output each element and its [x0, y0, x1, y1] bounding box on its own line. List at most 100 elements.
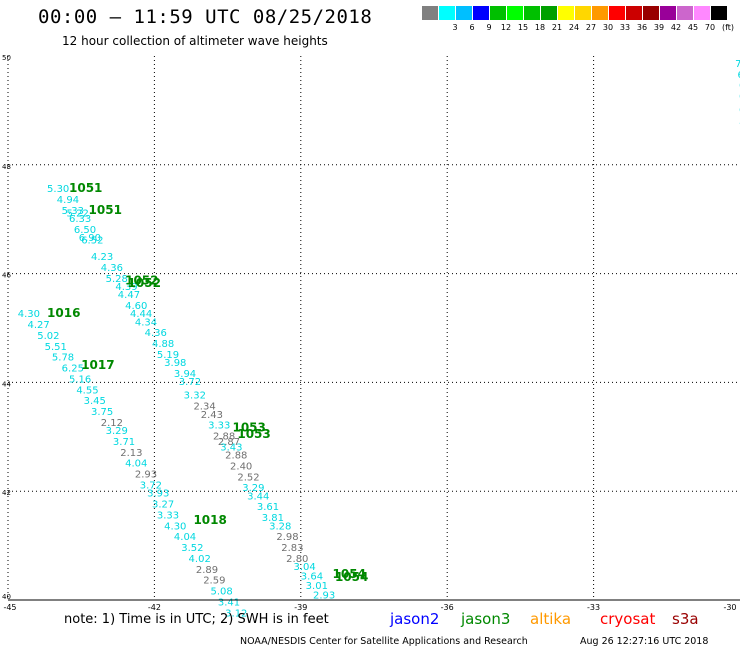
swh-value-label: 4.60 [125, 301, 147, 312]
scale-label: 9 [486, 23, 492, 32]
scale-label: 30 [602, 23, 614, 32]
pass-number-label: 1054 [333, 567, 366, 581]
pass-number-label: 1053 [237, 427, 270, 441]
swh-value-label: 2.89 [196, 565, 218, 576]
scale-swatch [490, 6, 506, 20]
scale-label: 24 [568, 23, 580, 32]
swh-value-label: 4.47 [118, 290, 140, 301]
map-axes: -45 -42 -39 -36 -33 -30 40 42 44 46 48 50 [2, 54, 740, 612]
swh-value-label: 3.32 [184, 391, 206, 402]
swh-value-label: 3.29 [242, 483, 264, 494]
swh-value-label: 5.28 [106, 274, 128, 285]
scale-label: 18 [534, 23, 546, 32]
scale-label: 15 [517, 23, 529, 32]
swh-value-label: 2.80 [286, 554, 308, 565]
swh-value-label: 3.71 [113, 437, 135, 448]
longitude-tick-label: -39 [294, 603, 307, 612]
mission-jason3: jason3 [461, 610, 511, 628]
swh-value-label: 4.04 [174, 532, 196, 543]
swh-value-label: 4.36 [101, 263, 123, 274]
swh-value-label: 2.87 [218, 437, 240, 448]
swh-value-label: 4.39 [115, 282, 137, 293]
swh-value-label: 5.51 [45, 342, 67, 353]
latitude-tick-label: 48 [2, 163, 11, 171]
map-title: 00:00 – 11:59 UTC 08/25/2018 [38, 6, 373, 28]
swh-value-label: 3.43 [220, 442, 242, 453]
swh-value-label: 5.33 [62, 206, 84, 217]
pass-number-label: 1052 [128, 276, 161, 290]
swh-value-label: 3.75 [91, 407, 113, 418]
latitude-tick-label: 40 [2, 593, 11, 601]
scale-label: 33 [619, 23, 631, 32]
scale-swatch [609, 6, 625, 20]
scale-swatch [575, 6, 591, 20]
swh-value-label: 2.52 [237, 472, 259, 483]
swh-value-label: 4.02 [189, 554, 211, 565]
scale-swatch [473, 6, 489, 20]
scale-label: 6 [469, 23, 475, 32]
scale-swatch [711, 6, 727, 20]
latitude-tick-label: 50 [2, 54, 11, 62]
pass-number-label: 1052 [125, 273, 158, 287]
swh-labels: 5.304.945.335.226.336.506.906.524.234.36… [18, 59, 740, 619]
mission-altika: altika [530, 610, 572, 628]
scale-label: 70 [704, 23, 716, 32]
pass-labels: 1051105110521052101610171053105310181054… [47, 181, 368, 584]
credit-text: NOAA/NESDIS Center for Satellite Applica… [240, 636, 528, 647]
swh-value-label: 5.19 [157, 350, 179, 361]
swh-value-label: 2.88 [213, 432, 235, 443]
scale-swatch [422, 6, 438, 20]
swh-value-label: 3.72 [179, 377, 201, 388]
swh-value-label: 5.22 [67, 208, 89, 219]
swh-value-label: 4.88 [152, 339, 174, 350]
swh-value-label: 2.40 [230, 461, 252, 472]
swh-value-label: 3.01 [306, 581, 328, 592]
longitude-tick-label: -42 [148, 603, 161, 612]
swh-value-label: 3.33 [157, 510, 179, 521]
scale-swatch [524, 6, 540, 20]
swh-value-label: 4.27 [28, 320, 50, 331]
footer-note: note: 1) Time is in UTC; 2) SWH is in fe… [64, 612, 329, 627]
swh-value-label: 4.04 [125, 459, 147, 470]
longitude-tick-label: -45 [3, 603, 16, 612]
swh-value-label: 3.72 [140, 480, 162, 491]
longitude-tick-label: -30 [723, 603, 736, 612]
swh-value-label: 4.55 [76, 385, 98, 396]
scale-swatch [660, 6, 676, 20]
scale-swatch [541, 6, 557, 20]
swh-value-label: 6.90 [79, 233, 101, 244]
scale-swatch [558, 6, 574, 20]
swh-value-label: 2.83 [281, 543, 303, 554]
scale-label: 12 [500, 23, 512, 32]
swh-value-label: 6.50 [74, 225, 96, 236]
swh-value-label: 3.45 [84, 396, 106, 407]
swh-value-label: 2.13 [120, 448, 142, 459]
scale-label: 45 [687, 23, 699, 32]
scale-unit: (ft) [721, 23, 735, 32]
map-grid [8, 56, 740, 600]
swh-value-label: 2.34 [193, 402, 215, 413]
swh-value-label: 2.12 [101, 418, 123, 429]
swh-value-label: 5.08 [211, 587, 233, 598]
scale-swatch [592, 6, 608, 20]
swh-value-label: 4.30 [18, 309, 40, 320]
swh-value-label: 2.59 [203, 576, 225, 587]
swh-value-label: 2.93 [135, 470, 157, 481]
latitude-tick-label: 44 [2, 380, 11, 388]
scale-label: 27 [585, 23, 597, 32]
mission-jason2: jason2 [390, 610, 440, 628]
swh-value-label: 6.33 [69, 214, 91, 225]
swh-value-label: 3.64 [301, 571, 323, 582]
pass-number-label: 1017 [81, 358, 114, 372]
scale-label: 36 [636, 23, 648, 32]
swh-value-label: 3.98 [164, 358, 186, 369]
swh-value-label: 5.30 [47, 184, 69, 195]
mission-cryosat: cryosat [600, 610, 656, 628]
swh-value-label: 4.44 [130, 309, 152, 320]
swh-value-label: 2.88 [225, 451, 247, 462]
mission-s3a: s3a [672, 610, 699, 628]
swh-value-label: 3.93 [147, 489, 169, 500]
scale-swatch [626, 6, 642, 20]
scale-swatch [456, 6, 472, 20]
